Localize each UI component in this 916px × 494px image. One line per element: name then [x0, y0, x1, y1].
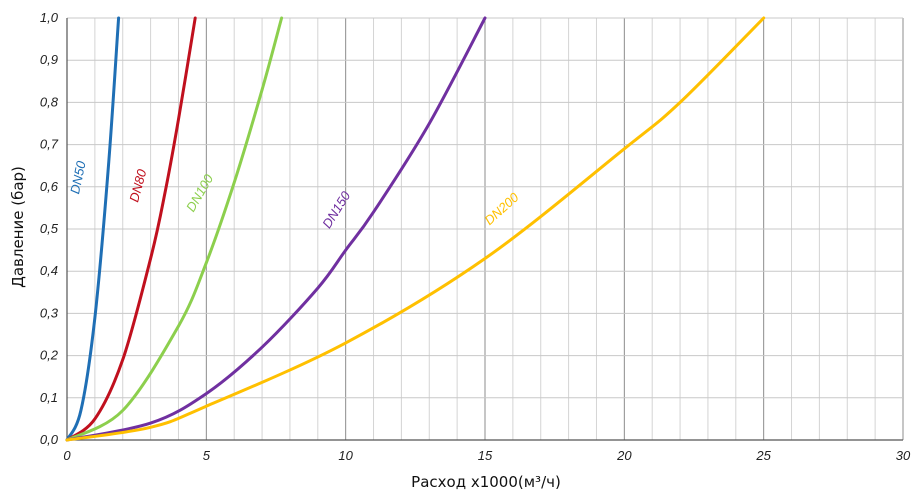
x-tick-label: 25 [755, 448, 771, 463]
series-line-dn80 [65, 16, 197, 442]
y-tick-label: 0,6 [40, 179, 59, 194]
y-tick-label: 0,9 [40, 52, 58, 67]
x-tick-label: 15 [478, 448, 493, 463]
x-tick-label: 10 [338, 448, 353, 463]
x-tick-label: 20 [616, 448, 632, 463]
axes [66, 18, 903, 441]
series-label-dn50: DN50 [67, 159, 89, 195]
x-tick-label: 30 [896, 448, 911, 463]
y-tick-label: 0,0 [40, 432, 59, 447]
x-tick-label: 5 [203, 448, 211, 463]
y-tick-label: 0,3 [40, 305, 59, 320]
y-tick-label: 1,0 [40, 10, 59, 25]
y-tick-label: 0,5 [40, 221, 59, 236]
series-line-dn100 [65, 16, 284, 442]
major-grid [67, 17, 904, 440]
x-tick-label: 0 [63, 448, 71, 463]
y-tick-label: 0,7 [40, 137, 59, 152]
y-tick-label: 0,2 [40, 348, 59, 363]
y-tick-label: 0,8 [40, 94, 59, 109]
tick-labels: 0,0 0,1 0,2 0,3 0,4 0,5 0,6 0,7 0,8 0,9 1,0 0 5 10 15 2… [40, 10, 911, 463]
y-tick-label: 0,1 [40, 390, 58, 405]
x-axis-title: Расход x1000(м³/ч) [411, 473, 561, 491]
series-lines [65, 16, 766, 442]
y-axis-title: Давление (бар) [9, 166, 27, 288]
y-tick-label: 0,4 [40, 263, 58, 278]
series-line-dn200 [65, 16, 766, 442]
series-line-dn150 [65, 16, 487, 442]
series-line-dn50 [65, 16, 121, 442]
